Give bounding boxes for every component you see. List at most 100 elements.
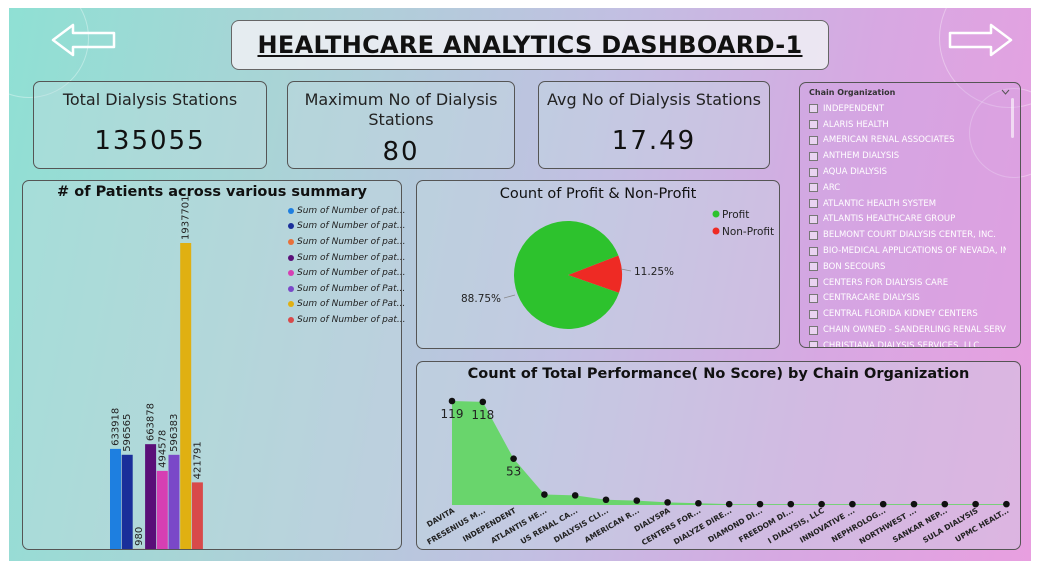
slicer-item[interactable]: CENTRACARE DIALYSIS xyxy=(809,291,1006,307)
legend-item[interactable]: Sum of Number of pat... xyxy=(288,250,405,266)
data-point[interactable] xyxy=(448,397,456,405)
slicer-item[interactable]: ATLANTIC HEALTH SYSTEM xyxy=(809,196,1006,212)
legend-marker xyxy=(288,207,294,214)
legend-item[interactable]: Sum of Number of Pat... xyxy=(288,297,405,313)
slicer-checkbox[interactable] xyxy=(809,104,818,114)
bar-data-label: 596383 xyxy=(169,414,180,452)
bar[interactable] xyxy=(110,448,121,549)
data-point[interactable] xyxy=(510,455,517,462)
bar[interactable] xyxy=(168,454,180,549)
arrow-left-icon[interactable] xyxy=(51,22,117,58)
slicer-item-label: CENTRAL FLORIDA KIDNEY CENTERS xyxy=(823,309,978,320)
slicer-item-label: ATLANTIC HEALTH SYSTEM xyxy=(823,198,937,209)
slicer-item[interactable]: ATLANTIS HEALTHCARE GROUP xyxy=(809,212,1006,228)
chevron-down-icon[interactable] xyxy=(1001,89,1010,95)
legend-marker xyxy=(288,285,294,292)
slicer-checkbox[interactable] xyxy=(809,246,818,256)
data-point[interactable] xyxy=(849,500,856,508)
slicer-item[interactable]: ALARIS HEALTH xyxy=(809,117,1006,133)
patients-bar-chart-panel: # of Patients across various summary Sum… xyxy=(22,180,405,550)
bar[interactable] xyxy=(121,454,133,549)
legend-item[interactable]: Sum of Number of pat... xyxy=(288,312,405,328)
slicer-checkbox[interactable] xyxy=(809,183,818,193)
data-point[interactable] xyxy=(571,492,579,499)
legend-item[interactable]: Sum of Number of pat... xyxy=(288,234,405,250)
legend-marker xyxy=(288,223,294,230)
arrow-right-icon[interactable] xyxy=(947,22,1013,58)
legend-marker xyxy=(288,316,294,323)
slicer-item[interactable]: ANTHEM DIALYSIS xyxy=(809,148,1006,164)
data-point[interactable] xyxy=(602,496,610,504)
pie-slice-non-profit[interactable] xyxy=(568,255,622,293)
slicer-item-label: ANTHEM DIALYSIS xyxy=(823,151,900,162)
slicer-item[interactable]: AQUA DIALYSIS xyxy=(809,164,1006,180)
performance-area-chart-panel: Count of Total Performance( No Score) by… xyxy=(416,361,1021,550)
legend-label[interactable]: Profit xyxy=(722,209,749,221)
kpi-label: Avg No of Dialysis Stations xyxy=(547,90,761,109)
chart-title: Count of Total Performance( No Score) by… xyxy=(467,366,970,382)
slicer-item[interactable]: BELMONT COURT DIALYSIS CENTER, INC. xyxy=(809,227,1006,243)
data-point[interactable] xyxy=(879,500,887,508)
slicer-item[interactable]: BON SECOURS xyxy=(809,259,1006,275)
data-point[interactable] xyxy=(972,500,979,508)
slicer-checkbox[interactable] xyxy=(809,278,818,288)
data-point[interactable] xyxy=(910,500,918,508)
data-point[interactable] xyxy=(756,500,764,508)
bar[interactable] xyxy=(180,243,192,549)
slicer-checkbox[interactable] xyxy=(809,293,818,303)
kpi-card-max-stations: Maximum No of Dialysis Stations 80 xyxy=(287,81,515,169)
data-point[interactable] xyxy=(818,500,825,508)
slicer-checkbox[interactable] xyxy=(809,341,818,347)
slicer-checkbox[interactable] xyxy=(809,120,818,130)
data-point[interactable] xyxy=(541,491,548,498)
slicer-checkbox[interactable] xyxy=(809,167,818,177)
slicer-checkbox[interactable] xyxy=(809,214,818,224)
slicer-item[interactable]: CENTERS FOR DIALYSIS CARE xyxy=(809,275,1006,291)
bar-data-label: 494578 xyxy=(157,430,168,468)
slicer-item[interactable]: CHAIN OWNED - SANDERLING RENAL SERVICES xyxy=(809,322,1006,338)
bar-data-label: 421791 xyxy=(192,441,203,479)
slicer-checkbox[interactable] xyxy=(809,151,818,161)
chain-organization-slicer[interactable]: Chain Organization INDEPENDENT ALARIS HEA… xyxy=(799,82,1021,348)
data-point[interactable] xyxy=(787,500,795,508)
slicer-item[interactable]: CENTRAL FLORIDA KIDNEY CENTERS xyxy=(809,306,1006,322)
slicer-checkbox[interactable] xyxy=(809,262,818,272)
data-point[interactable] xyxy=(941,500,949,508)
slicer-item-label: CHRISTIANA DIALYSIS SERVICES, LLC xyxy=(823,340,980,347)
slicer-checkbox[interactable] xyxy=(809,199,818,209)
bar[interactable] xyxy=(156,470,168,549)
slicer-item[interactable]: ARC xyxy=(809,180,1006,196)
bar[interactable] xyxy=(191,482,203,549)
slicer-item[interactable]: INDEPENDENT xyxy=(809,101,1006,117)
legend-item[interactable]: Sum of Number of Pat... xyxy=(288,281,405,297)
pie-slice-profit[interactable] xyxy=(514,220,619,329)
slicer-item[interactable]: BIO-MEDICAL APPLICATIONS OF NEVADA, INC xyxy=(809,243,1006,259)
bar[interactable] xyxy=(145,444,157,549)
page-title: HEALTHCARE ANALYTICS DASHBOARD-1 xyxy=(257,31,803,59)
data-point[interactable] xyxy=(479,398,487,406)
legend-label[interactable]: Non-Profit xyxy=(722,226,774,238)
bar-data-label: 596565 xyxy=(122,414,133,452)
slicer-checkbox[interactable] xyxy=(809,230,818,240)
slicer-item-label: BELMONT COURT DIALYSIS CENTER, INC. xyxy=(823,230,996,241)
legend-item[interactable]: Sum of Number of pat... xyxy=(288,219,405,235)
slicer-scrollbar[interactable] xyxy=(1011,98,1014,138)
chart-legend: Sum of Number of pat... Sum of Number of … xyxy=(288,203,405,328)
data-point[interactable] xyxy=(695,499,702,507)
legend-item[interactable]: Sum of Number of pat... xyxy=(288,265,405,281)
slicer-item[interactable]: AMERICAN RENAL ASSOCIATES xyxy=(809,133,1006,149)
kpi-card-total-stations: Total Dialysis Stations 135055 xyxy=(33,81,267,169)
data-point[interactable] xyxy=(664,499,671,506)
data-point[interactable] xyxy=(633,497,641,504)
slicer-checkbox[interactable] xyxy=(809,135,818,145)
data-point[interactable] xyxy=(1003,500,1010,508)
x-tick-label: UPMC HEALT... xyxy=(954,506,1011,544)
point-data-label: 118 xyxy=(471,408,494,422)
dashboard-canvas: HEALTHCARE ANALYTICS DASHBOARD-1 Total D… xyxy=(9,8,1031,561)
data-point[interactable] xyxy=(725,500,733,508)
slicer-checkbox[interactable] xyxy=(809,325,818,335)
slicer-item[interactable]: CHRISTIANA DIALYSIS SERVICES, LLC xyxy=(809,338,1006,347)
slicer-checkbox[interactable] xyxy=(809,309,818,319)
legend-item[interactable]: Sum of Number of pat... xyxy=(288,203,405,219)
slicer-item-label: BIO-MEDICAL APPLICATIONS OF NEVADA, INC xyxy=(823,246,1006,257)
